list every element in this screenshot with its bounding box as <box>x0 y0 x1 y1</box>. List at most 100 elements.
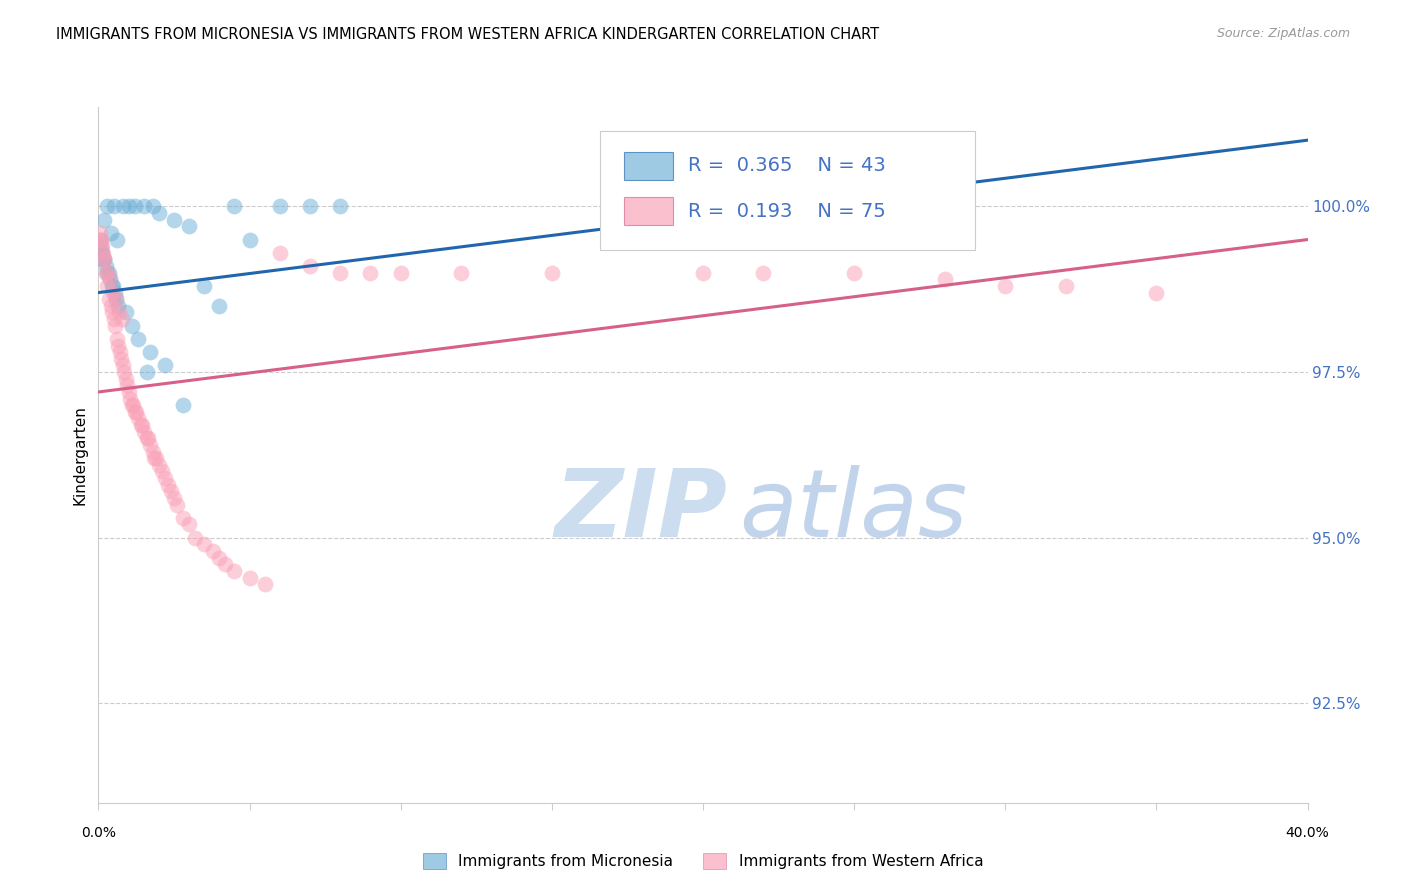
Point <box>269 245 291 260</box>
Point <box>108 305 131 319</box>
Point <box>107 338 129 352</box>
Point <box>329 266 352 280</box>
FancyBboxPatch shape <box>600 131 976 250</box>
Point <box>160 484 183 499</box>
Point <box>129 418 152 433</box>
Text: Source: ZipAtlas.com: Source: ZipAtlas.com <box>1216 27 1350 40</box>
Point <box>172 511 194 525</box>
Point <box>139 438 162 452</box>
Point <box>127 332 149 346</box>
Y-axis label: Kindergarten: Kindergarten <box>72 405 87 505</box>
Point <box>111 359 134 373</box>
Text: R =  0.365    N = 43: R = 0.365 N = 43 <box>689 156 886 175</box>
Text: atlas: atlas <box>740 465 967 556</box>
Point <box>994 279 1017 293</box>
Point <box>450 266 472 280</box>
Point <box>98 272 121 286</box>
Point <box>193 537 215 551</box>
Point <box>253 577 276 591</box>
Point <box>121 398 143 412</box>
Point <box>239 233 262 247</box>
Point <box>142 444 165 458</box>
Point <box>150 465 173 479</box>
Point <box>90 245 112 260</box>
Point <box>91 239 114 253</box>
Point <box>148 206 170 220</box>
Point <box>752 199 775 213</box>
Point <box>90 233 112 247</box>
Point <box>90 233 112 247</box>
Point <box>91 252 114 267</box>
Point <box>104 285 127 300</box>
Point <box>101 285 124 300</box>
Point <box>98 292 121 306</box>
Point <box>91 245 114 260</box>
Point <box>202 544 225 558</box>
Point <box>299 199 322 213</box>
Point <box>752 266 775 280</box>
Point <box>299 259 322 273</box>
Point <box>98 272 121 286</box>
Point <box>96 266 118 280</box>
Point <box>121 318 143 333</box>
Point <box>120 392 142 406</box>
Point <box>934 272 956 286</box>
Point <box>124 199 146 213</box>
Point <box>172 398 194 412</box>
Point <box>131 418 153 433</box>
Point <box>148 458 170 472</box>
Point <box>163 491 186 505</box>
Point <box>108 345 131 359</box>
Point <box>239 570 262 584</box>
Point <box>208 299 231 313</box>
Point <box>96 266 118 280</box>
Point <box>135 431 157 445</box>
Point <box>104 292 127 306</box>
Point <box>143 451 166 466</box>
Point <box>93 252 115 267</box>
Text: 0.0%: 0.0% <box>82 826 115 840</box>
Point <box>122 398 145 412</box>
Point <box>692 266 714 280</box>
Point <box>101 279 124 293</box>
Text: ZIP: ZIP <box>554 465 727 557</box>
FancyBboxPatch shape <box>624 153 672 180</box>
FancyBboxPatch shape <box>624 197 672 226</box>
Point <box>100 226 122 240</box>
Point <box>153 471 176 485</box>
Point <box>89 226 111 240</box>
Point <box>101 305 124 319</box>
Point <box>93 252 115 267</box>
Point <box>179 219 201 234</box>
Point <box>90 239 112 253</box>
Point <box>98 266 121 280</box>
Point <box>96 199 118 213</box>
Point <box>125 405 148 419</box>
Point <box>132 425 155 439</box>
Point <box>118 384 141 399</box>
Point <box>103 199 125 213</box>
Point <box>89 233 111 247</box>
Point <box>94 259 117 273</box>
Point <box>224 199 246 213</box>
Point <box>111 312 134 326</box>
Point <box>105 332 128 346</box>
Point <box>115 378 138 392</box>
Point <box>179 517 201 532</box>
Legend: Immigrants from Micronesia, Immigrants from Western Africa: Immigrants from Micronesia, Immigrants f… <box>416 847 990 875</box>
Point <box>132 199 155 213</box>
Point <box>139 345 162 359</box>
Point <box>94 266 117 280</box>
Point <box>135 365 157 379</box>
Point <box>100 299 122 313</box>
Point <box>105 233 128 247</box>
Point <box>156 477 179 491</box>
Point <box>91 245 114 260</box>
Point <box>269 199 291 213</box>
Point <box>107 299 129 313</box>
Point <box>166 498 188 512</box>
Point <box>114 372 136 386</box>
Point <box>112 365 135 379</box>
Point <box>142 199 165 213</box>
Point <box>540 266 562 280</box>
